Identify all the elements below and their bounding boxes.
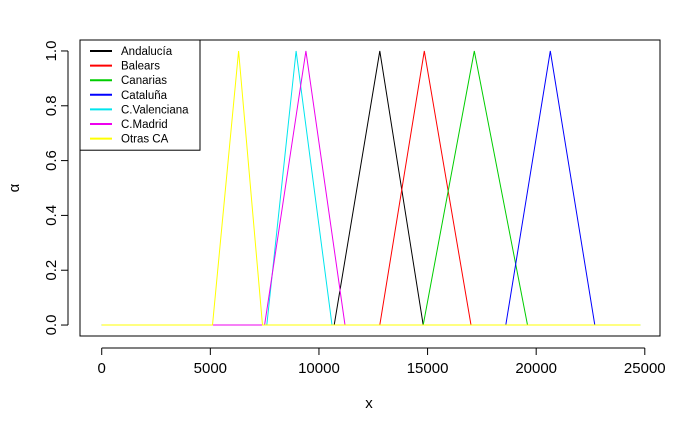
legend-label-0: Andalucía bbox=[121, 46, 173, 58]
series-layer bbox=[101, 50, 641, 326]
y-axis: 0.0 0.2 0.4 0.6 0.8 1.0 bbox=[43, 41, 69, 336]
x-tick-label-3: 15000 bbox=[407, 360, 449, 377]
legend-label-3: Cataluña bbox=[121, 90, 168, 102]
y-axis-label: α bbox=[6, 183, 23, 192]
legend: Andalucía Balears Canarias Cataluña C.Valenc… bbox=[79, 39, 201, 151]
legend-label-4: C.Valenciana bbox=[121, 104, 189, 116]
legend-label-5: C.Madrid bbox=[121, 119, 168, 131]
x-tick-label-1: 5000 bbox=[194, 360, 227, 377]
y-tick-label-4: 0.8 bbox=[43, 95, 60, 116]
y-tick-label-1: 0.2 bbox=[43, 260, 60, 281]
x-tick-label-5: 25000 bbox=[624, 360, 666, 377]
y-tick-label-0: 0.0 bbox=[43, 315, 60, 336]
x-axis: 0 5000 10000 15000 20000 25000 bbox=[98, 347, 666, 377]
series-line-5 bbox=[210, 50, 346, 326]
series-line-6 bbox=[101, 50, 641, 326]
legend-label-2: Canarias bbox=[121, 75, 167, 87]
legend-label-1: Balears bbox=[121, 61, 160, 73]
x-tick-label-0: 0 bbox=[98, 360, 106, 377]
legend-label-6: Otras CA bbox=[121, 134, 169, 146]
x-axis-label: x bbox=[365, 395, 373, 412]
y-tick-label-2: 0.4 bbox=[43, 205, 60, 226]
x-tick-label-2: 10000 bbox=[298, 360, 340, 377]
y-tick-label-5: 1.0 bbox=[43, 41, 60, 62]
y-tick-label-3: 0.6 bbox=[43, 150, 60, 171]
plot-box bbox=[79, 39, 661, 337]
x-tick-label-4: 20000 bbox=[515, 360, 557, 377]
